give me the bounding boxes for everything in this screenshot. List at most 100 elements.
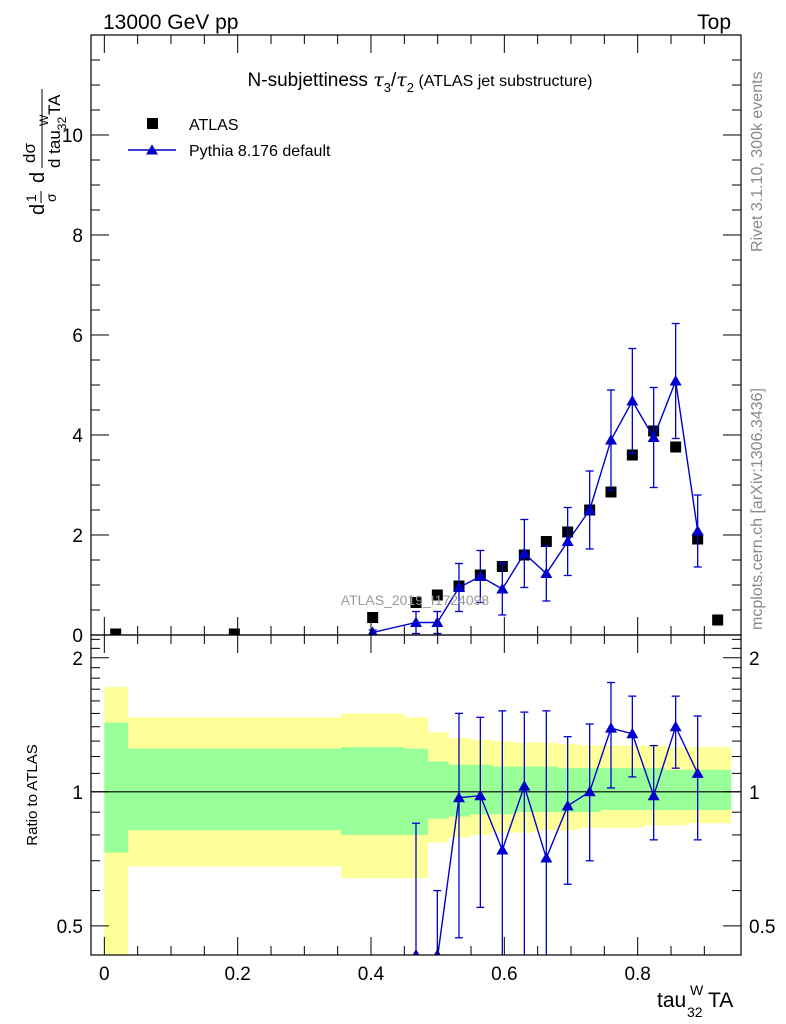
plot-title: N-subjettiness τ3/τ2 (ATLAS jet substruc… bbox=[248, 69, 593, 95]
main-plot-layer bbox=[110, 322, 724, 635]
ratio-ylabel: Ratio to ATLAS bbox=[24, 744, 41, 845]
main-y-tick-label: 10 bbox=[62, 126, 83, 147]
pythia-data-point bbox=[561, 535, 574, 546]
ratio-data-point bbox=[605, 722, 617, 733]
pythia-data-point bbox=[367, 626, 378, 635]
ratio-green-band bbox=[665, 769, 687, 811]
legend-pythia-label: Pythia 8.176 default bbox=[189, 143, 331, 160]
main-y-tick-label: 6 bbox=[72, 326, 83, 347]
ylabel-d1: d bbox=[27, 204, 49, 215]
ratio-green-band bbox=[600, 768, 622, 811]
title-sub2: 2 bbox=[407, 80, 414, 95]
x-tick-label: 0.2 bbox=[224, 964, 250, 985]
ratio-data-point bbox=[583, 785, 596, 797]
ratio-data-point bbox=[496, 844, 509, 855]
ratio-data-point bbox=[691, 767, 704, 778]
ratio-y-tick-label: 2 bbox=[72, 649, 83, 670]
legend-atlas-label: ATLAS bbox=[189, 117, 239, 134]
title-sub1: 3 bbox=[384, 80, 391, 95]
atlas-data-point bbox=[367, 612, 379, 623]
title-main: N-subjettiness bbox=[248, 70, 374, 91]
main-ylabel: d 1 σ d dσ d tau32 W TA bbox=[20, 89, 69, 215]
atlas-data-point bbox=[712, 614, 724, 626]
x-tick-label: 0.4 bbox=[358, 964, 385, 985]
ylabel-sup: W bbox=[37, 114, 51, 126]
main-panel: 0 2 4 6 8 10 N-subjettiness τ3/τ2 (ATLAS jet … bbox=[20, 34, 742, 647]
ratio-data-point bbox=[453, 791, 465, 803]
pythia-data-point bbox=[669, 375, 682, 386]
main-y-tick-label: 2 bbox=[72, 526, 83, 547]
atlas-data-point bbox=[670, 441, 682, 453]
atlas-data-point bbox=[540, 536, 552, 547]
ratio-pythia-line bbox=[437, 724, 699, 955]
pythia-data-point bbox=[474, 570, 487, 581]
analysis-watermark: ATLAS_2019_I1724098 bbox=[341, 592, 490, 608]
x-tick-label: 0.8 bbox=[624, 964, 650, 985]
ylabel-dsigma: dσ bbox=[20, 143, 39, 163]
pythia-data-point bbox=[583, 504, 596, 515]
ratio-data-point bbox=[626, 727, 639, 739]
pythia-data-point bbox=[647, 431, 660, 442]
ratio-green-band bbox=[341, 747, 405, 835]
main-y-tick-label: 4 bbox=[72, 426, 83, 447]
title-tail: (ATLAS jet substructure) bbox=[414, 73, 592, 90]
main-y-tick-label: 0 bbox=[72, 626, 83, 647]
rivet-version-label: Rivet 3.1.10, 300k events bbox=[749, 71, 766, 252]
ratio-data-point bbox=[474, 789, 487, 801]
pythia-data-point bbox=[410, 616, 422, 627]
atlas-data-point bbox=[228, 628, 240, 635]
ylabel-ta: TA bbox=[45, 94, 64, 115]
ratio-green-band bbox=[127, 748, 342, 831]
ylabel-denominator: d tau32 bbox=[45, 117, 69, 168]
pythia-data-point bbox=[496, 583, 509, 594]
atlas-data-point bbox=[605, 486, 617, 498]
main-y-tick-label: 8 bbox=[72, 226, 83, 247]
legend-pythia-marker bbox=[146, 144, 158, 155]
atlas-data-point bbox=[110, 628, 122, 635]
ratio-green-band bbox=[621, 768, 644, 811]
legend: ATLAS Pythia 8.176 default bbox=[128, 117, 331, 160]
ratio-y-tick-label: 1 bbox=[72, 783, 83, 804]
ratio-data-point bbox=[669, 720, 682, 732]
xlabel-tau: tau bbox=[657, 989, 686, 1012]
ylabel-d: d bbox=[27, 204, 49, 215]
ratio-green-band bbox=[104, 722, 128, 853]
ratio-y-tick-label-right: 0.5 bbox=[749, 917, 775, 938]
x-tick-label: 0 bbox=[99, 964, 110, 985]
ylabel-d2: d bbox=[27, 172, 49, 183]
mcplots-label: mcplots.cern.ch [arXiv:1306.3436] bbox=[749, 388, 766, 630]
ratio-axis-ticks: 0.5 0.5 1 1 2 2 bbox=[57, 635, 775, 955]
ratio-y-tick-label: 0.5 bbox=[57, 917, 83, 938]
xlabel-ta: TA bbox=[708, 989, 733, 1012]
header-collision-label: 13000 GeV pp bbox=[103, 11, 238, 34]
xlabel-sub: 32 bbox=[687, 1004, 703, 1020]
atlas-data-point bbox=[626, 449, 638, 461]
ylabel-one: 1 bbox=[23, 194, 39, 202]
pythia-data-point bbox=[540, 567, 553, 578]
atlas-data-point bbox=[410, 597, 422, 608]
header-process-label: Top bbox=[697, 11, 731, 34]
ratio-data-point bbox=[561, 799, 574, 811]
xlabel-sup: W bbox=[690, 982, 704, 998]
pythia-data-point bbox=[626, 395, 639, 406]
title-tau2: τ bbox=[396, 69, 407, 91]
pythia-data-point bbox=[431, 616, 444, 627]
pythia-data-point bbox=[518, 547, 531, 558]
ylabel-dtau: d tau bbox=[45, 130, 64, 168]
main-axis-ticks: 0 2 4 6 8 10 bbox=[62, 35, 741, 647]
ratio-data-point bbox=[540, 852, 553, 863]
ylabel-sigma: σ bbox=[43, 193, 59, 202]
ratio-frame bbox=[90, 634, 742, 956]
x-axis-label: tau 32 W TA bbox=[657, 982, 733, 1020]
x-tick-labels: 0 0.2 0.4 0.6 0.8 bbox=[99, 964, 651, 985]
legend-atlas-marker bbox=[147, 118, 158, 129]
ratio-data-point bbox=[647, 789, 660, 801]
pythia-data-point bbox=[453, 581, 465, 592]
ratio-green-band bbox=[427, 761, 449, 819]
ratio-y-tick-label-right: 1 bbox=[749, 783, 760, 804]
x-tick-label: 0.6 bbox=[491, 964, 517, 985]
title-tau1: τ bbox=[373, 69, 384, 91]
ratio-green-band bbox=[708, 769, 732, 811]
ratio-plot-layer bbox=[91, 681, 741, 955]
